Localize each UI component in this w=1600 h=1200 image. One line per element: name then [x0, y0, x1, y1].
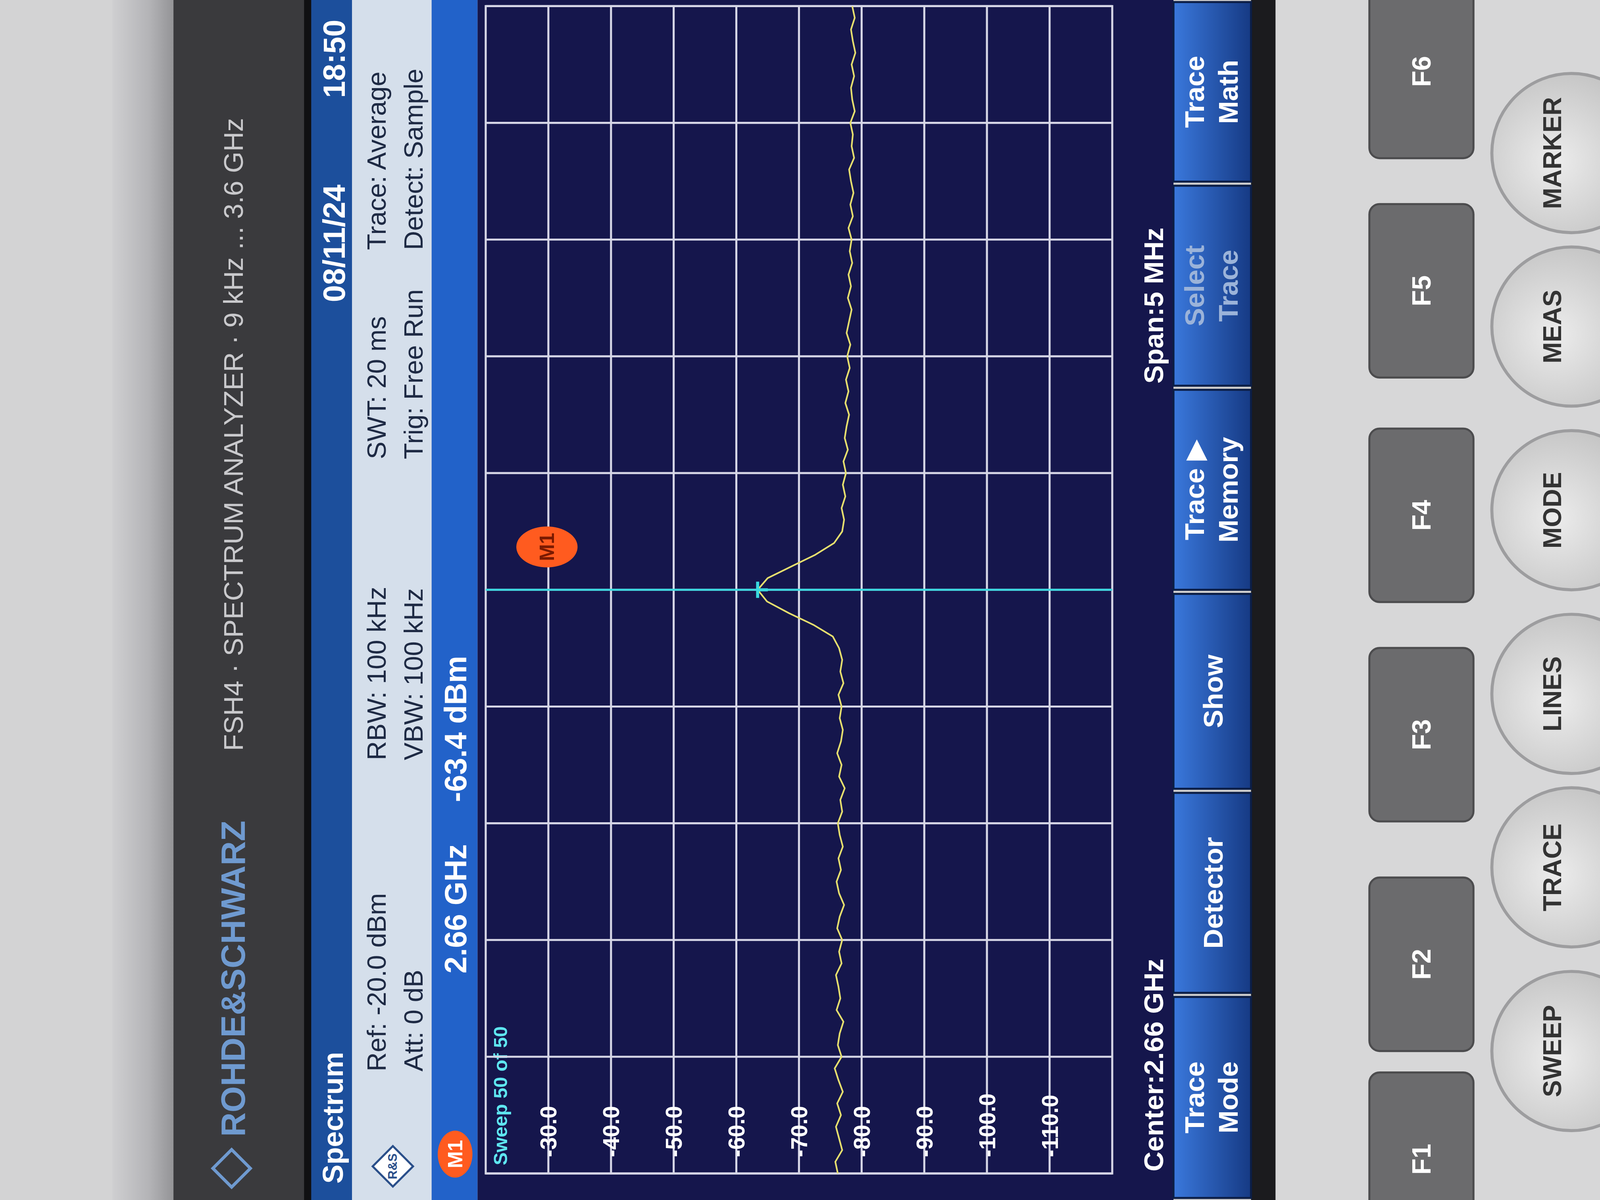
housing: [0, 0, 123, 1200]
softkey[interactable]: [1173, 996, 1251, 1199]
setting: Att: 0 dB: [398, 969, 429, 1072]
hard-key[interactable]: [1491, 614, 1600, 774]
y-tick-label: -100.0: [975, 1093, 1000, 1158]
function-key[interactable]: [1369, 428, 1474, 602]
marker-label: M1: [535, 532, 559, 562]
span: Span:5 MHz: [1138, 227, 1170, 384]
marker-freq: 2.66 GHz: [438, 844, 473, 974]
hard-key-label: TRACE: [1538, 823, 1567, 912]
y-tick-label: -60.0: [724, 1105, 750, 1158]
model: FSH4 · SPECTRUM ANALYZER · 9 kHz ... 3.6…: [217, 117, 249, 751]
photo: ROHDE&SCHWARZ FSH4 · SPECTRUM ANALYZER · …: [0, 0, 1600, 1200]
marker-line: [485, 588, 1113, 591]
softkey-label: Math: [1212, 59, 1244, 124]
softkey[interactable]: [1173, 594, 1251, 789]
marker-point: [757, 581, 768, 599]
hard-key[interactable]: [1491, 971, 1600, 1131]
settings-panel: [351, 0, 432, 1200]
header-logo: [372, 1146, 414, 1187]
device: ROHDE&SCHWARZ FSH4 · SPECTRUM ANALYZER · …: [0, 0, 1600, 1200]
softkey-label: Select: [1178, 245, 1210, 327]
softkey[interactable]: [1173, 389, 1251, 590]
mode-title: Spectrum: [317, 1051, 349, 1184]
y-tick-label: -40.0: [598, 1105, 624, 1158]
header-logo-text: R&S: [385, 1153, 400, 1180]
bezel: [173, 0, 308, 1200]
function-key-label: F1: [1406, 1143, 1437, 1175]
function-key[interactable]: [1369, 203, 1474, 378]
grid-line: [485, 588, 1113, 591]
function-key-label: F4: [1406, 500, 1437, 531]
softkey-label: Show: [1197, 654, 1229, 729]
plot-frame: [485, 5, 1113, 1174]
sweep-count: Sweep 50 of 50: [489, 1026, 512, 1166]
softkey[interactable]: [1173, 185, 1251, 386]
softkey-label: Trace: [1212, 249, 1244, 322]
hard-key-label: SWEEP: [1538, 1005, 1567, 1098]
time: 18:50: [317, 19, 352, 99]
function-key-label: F2: [1406, 948, 1437, 980]
softkey-label: Trace ▶: [1178, 439, 1210, 541]
setting: Trace: Average: [361, 71, 392, 250]
softkey-label: Mode: [1212, 1061, 1244, 1134]
brand-logo: [212, 1149, 251, 1188]
housing-edge: [112, 0, 179, 1200]
marker-badge: [516, 526, 578, 568]
setting: Detect: Sample: [398, 68, 429, 250]
plot-background: [477, 0, 1174, 1200]
marker-label: M1: [443, 1140, 467, 1169]
setting: RBW: 100 kHz: [361, 586, 392, 761]
y-tick-label: -50.0: [661, 1105, 687, 1158]
hard-key-label: LINES: [1538, 656, 1567, 732]
function-key[interactable]: [1369, 0, 1474, 159]
setting: Ref: -20.0 dBm: [361, 892, 392, 1072]
brand: ROHDE&SCHWARZ: [214, 820, 252, 1137]
hard-key[interactable]: [1491, 430, 1600, 590]
y-tick-label: -30.0: [536, 1105, 562, 1158]
function-key-label: F6: [1406, 55, 1437, 87]
function-key[interactable]: [1369, 1072, 1474, 1200]
softkey-label: Memory: [1212, 436, 1244, 543]
softkey-label: Trace: [1178, 55, 1210, 128]
softkey[interactable]: [1173, 792, 1251, 993]
y-tick-label: -90.0: [912, 1105, 938, 1158]
setting: Trig: Free Run: [398, 289, 429, 460]
title-bar: [311, 0, 352, 1200]
softkey-label: Trace: [1178, 1061, 1210, 1134]
function-key[interactable]: [1369, 877, 1474, 1051]
hard-key-label: MODE: [1538, 471, 1567, 549]
setting: SWT: 20 ms: [361, 316, 392, 460]
hard-key[interactable]: [1491, 73, 1600, 233]
hard-key-label: MARKER: [1538, 97, 1567, 210]
screen-border: [1251, 0, 1278, 1200]
date: 08/11/24: [317, 184, 352, 302]
hard-key-label: MEAS: [1538, 289, 1567, 364]
function-key-label: F3: [1406, 719, 1437, 750]
marker-level: -63.4 dBm: [438, 655, 473, 803]
marker-badge: [437, 1130, 473, 1178]
plot-marks: [485, 5, 1113, 1174]
y-tick-label: -110.0: [1037, 1094, 1063, 1158]
keypad: [1275, 0, 1600, 1200]
hard-key[interactable]: [1491, 246, 1600, 406]
setting: VBW: 100 kHz: [398, 588, 429, 760]
softkey-label: Detector: [1197, 836, 1229, 949]
function-key[interactable]: [1369, 648, 1474, 822]
y-tick-label: -70.0: [786, 1105, 812, 1158]
softkey[interactable]: [1173, 1, 1251, 182]
function-key-label: F5: [1406, 275, 1437, 307]
marker-bar: [431, 0, 478, 1200]
center-freq: Center:2.66 GHz: [1138, 958, 1170, 1172]
hard-key[interactable]: [1491, 787, 1600, 947]
y-tick-label: -80.0: [849, 1105, 875, 1158]
